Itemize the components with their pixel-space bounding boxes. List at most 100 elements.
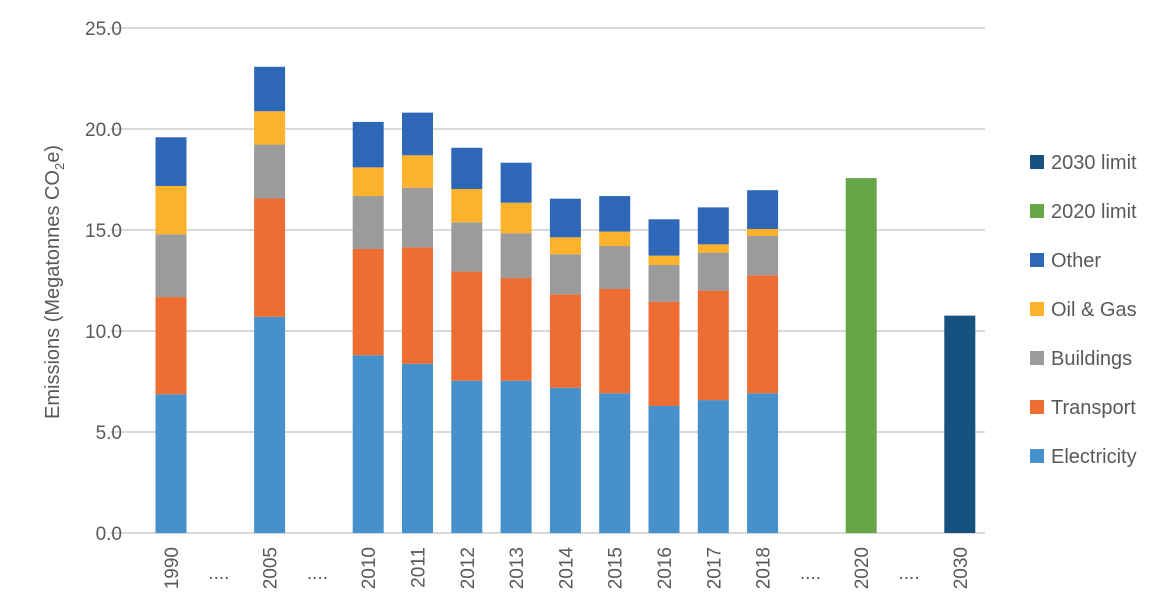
- bar-segment-transport-2014: [549, 294, 581, 388]
- bar-segment-buildings-2016: [648, 264, 680, 302]
- x-tick-label: 2011: [409, 547, 430, 588]
- y-axis-title-end: e): [42, 145, 64, 163]
- y-axis-ticks: 0.0 5.0 10.0 15.0 20.0 25.0: [85, 19, 122, 545]
- x-tick-label: ....: [800, 563, 821, 584]
- bar-segment-oil-gas-2017: [697, 244, 729, 253]
- legend-swatch: [1030, 155, 1044, 169]
- bar-segment-transport-1990: [155, 297, 187, 395]
- bar-segment-transport-2011: [402, 247, 433, 364]
- x-tick-label: 2016: [655, 547, 676, 589]
- bar-segment-oil-gas-2015: [599, 231, 631, 246]
- y-axis-title-main: Emissions (Megatonnes CO: [42, 170, 64, 419]
- x-tick-label: 2018: [754, 547, 775, 589]
- y-tick-label: 20.0: [85, 120, 122, 141]
- y-tick-label: 10.0: [85, 322, 122, 343]
- legend-label: Buildings: [1051, 348, 1132, 370]
- x-tick-label: 2020: [852, 547, 873, 589]
- bar-segment-other-1990: [155, 137, 187, 186]
- bar-segment-oil-gas-2012: [451, 188, 483, 223]
- bar-segment-buildings-2012: [451, 222, 483, 272]
- x-tick-label: ....: [899, 563, 920, 584]
- bar-segment-electricity-2015: [599, 393, 631, 533]
- bar-segment-electricity-2017: [697, 400, 729, 533]
- bar-segment-electricity-2014: [549, 387, 581, 533]
- x-tick-label: ....: [208, 563, 229, 584]
- bar-segment-other-2010: [352, 121, 384, 168]
- x-tick-label: 2030: [951, 547, 972, 589]
- bar-segment-buildings-2005: [254, 144, 286, 199]
- x-tick-label: 2014: [556, 547, 577, 590]
- bar-segment-electricity-2005: [254, 316, 286, 533]
- y-tick-label: 25.0: [85, 19, 122, 40]
- legend-swatch: [1030, 302, 1044, 316]
- bar-segment-electricity-2016: [648, 405, 680, 533]
- legend-item: 2020 limit: [1030, 201, 1137, 223]
- bar-segment-other-2015: [599, 196, 631, 232]
- bar-segment-buildings-2017: [697, 252, 729, 291]
- bar-segment-electricity-1990: [155, 394, 187, 533]
- bar-segment-buildings-2011: [402, 187, 433, 248]
- x-tick-label: 2017: [704, 547, 725, 589]
- bar-segment-buildings-2018: [747, 236, 779, 276]
- x-axis-ticks: 1990.... 2005.... 2010 2011 2012 2013 2014 2015…: [162, 547, 972, 590]
- bar-segment-other-2018: [747, 190, 779, 229]
- bar-segment-oil-gas-2010: [352, 167, 384, 197]
- legend-label: 2030 limit: [1051, 152, 1137, 174]
- bar-segment-electricity-2012: [451, 380, 483, 533]
- bar-segment-other-2005: [254, 66, 286, 112]
- legend-item: 2030 limit: [1030, 152, 1137, 174]
- bars: [155, 66, 976, 533]
- legend-swatch: [1030, 449, 1044, 463]
- legend-label: 2020 limit: [1051, 201, 1137, 223]
- x-tick-label: 2005: [261, 547, 282, 589]
- bar-segment-oil-gas-1990: [155, 185, 187, 235]
- bar-segment-electricity-2011: [402, 363, 433, 533]
- legend-item: Buildings: [1030, 348, 1132, 370]
- bar-segment-electricity-2018: [747, 393, 779, 533]
- bar-segment-transport-2017: [697, 290, 729, 401]
- y-tick-label: 5.0: [96, 423, 122, 444]
- bar-segment-buildings-1990: [155, 234, 187, 298]
- bar-segment-transport-2016: [648, 301, 680, 406]
- bar-segment-other-2014: [549, 198, 581, 238]
- legend-label: Oil & Gas: [1051, 299, 1137, 321]
- y-axis-title-subscript: 2: [52, 163, 67, 170]
- bar-segment-transport-2005: [254, 198, 286, 317]
- bar-segment-oil-gas-2011: [402, 155, 433, 188]
- x-tick-label: 2012: [458, 547, 479, 589]
- bar-segment-oil-gas-2018: [747, 228, 779, 237]
- x-tick-label: 1990: [162, 547, 183, 589]
- bar-segment-transport-2013: [500, 278, 532, 381]
- bar-segment-buildings-2010: [352, 196, 384, 249]
- y-tick-label: 0.0: [96, 524, 122, 545]
- bar-segment-transport-2012: [451, 271, 483, 381]
- legend-swatch: [1030, 253, 1044, 267]
- bar-segment-other-2016: [648, 219, 680, 256]
- legend-swatch: [1030, 400, 1044, 414]
- legend-item: Oil & Gas: [1030, 299, 1137, 321]
- x-tick-label: ....: [307, 563, 328, 584]
- bar-segment-oil-gas-2013: [500, 202, 532, 234]
- legend-swatch: [1030, 204, 1044, 218]
- legend: 2030 limit 2020 limit Other Oil & Gas Buildi…: [1030, 152, 1137, 468]
- legend-swatch: [1030, 351, 1044, 365]
- x-tick-label: 2013: [507, 547, 528, 589]
- legend-label: Other: [1051, 250, 1101, 272]
- legend-item: Transport: [1030, 397, 1136, 419]
- bar-segment-buildings-2015: [599, 245, 631, 289]
- bar-segment-oil-gas-2016: [648, 255, 680, 265]
- bar-segment-electricity-2013: [500, 380, 532, 533]
- bar-segment-buildings-2013: [500, 233, 532, 279]
- bar-segment-electricity-2010: [352, 355, 384, 533]
- legend-label: Electricity: [1051, 446, 1137, 468]
- bar-segment-transport-2010: [352, 248, 384, 356]
- x-tick-label: 2015: [606, 547, 627, 589]
- bar-segment-transport-2015: [599, 288, 631, 394]
- x-tick-label: 2010: [359, 547, 380, 589]
- bar-segment-buildings-2014: [549, 254, 581, 295]
- legend-item: Electricity: [1030, 446, 1137, 468]
- bar-segment-oil-gas-2005: [254, 111, 286, 145]
- bar-segment-2020-limit-2020: [845, 178, 877, 533]
- legend-label: Transport: [1051, 397, 1136, 419]
